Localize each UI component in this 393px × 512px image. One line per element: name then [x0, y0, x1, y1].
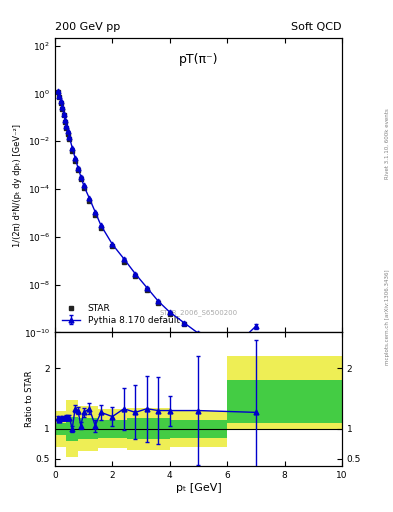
X-axis label: pₜ [GeV]: pₜ [GeV]: [176, 482, 221, 493]
Bar: [127, 418, 170, 439]
Bar: [127, 408, 170, 450]
Text: 200 GeV pp: 200 GeV pp: [55, 22, 120, 32]
Bar: [98, 419, 127, 438]
Bar: [98, 410, 127, 448]
Text: pT(π⁻): pT(π⁻): [179, 53, 218, 66]
Y-axis label: Ratio to STAR: Ratio to STAR: [26, 371, 35, 428]
Y-axis label: 1/(2π) d²N/(pₜ dy dpₜ) [GeV⁻²]: 1/(2π) d²N/(pₜ dy dpₜ) [GeV⁻²]: [13, 124, 22, 247]
Text: Soft QCD: Soft QCD: [292, 22, 342, 32]
Text: mcplots.cern.ch [arXiv:1306.3436]: mcplots.cern.ch [arXiv:1306.3436]: [385, 270, 390, 365]
Bar: [78, 406, 98, 452]
Text: STAR_2006_S6500200: STAR_2006_S6500200: [160, 309, 237, 316]
Bar: [170, 411, 227, 446]
Bar: [55, 411, 66, 446]
Bar: [66, 417, 78, 441]
Legend: STAR, Pythia 8.170 default: STAR, Pythia 8.170 default: [59, 302, 182, 328]
Bar: [78, 418, 98, 439]
Bar: [227, 380, 342, 422]
Bar: [227, 356, 342, 429]
Text: Rivet 3.1.10, 600k events: Rivet 3.1.10, 600k events: [385, 108, 390, 179]
Bar: [170, 419, 227, 438]
Bar: [66, 400, 78, 458]
Bar: [55, 422, 66, 435]
